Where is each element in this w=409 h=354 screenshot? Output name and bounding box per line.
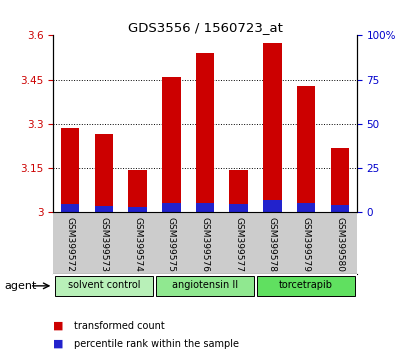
Bar	[256, 275, 354, 296]
Text: solvent control: solvent control	[67, 280, 140, 290]
Bar	[162, 203, 180, 212]
Text: GSM399580: GSM399580	[335, 217, 344, 272]
Bar	[128, 206, 146, 212]
Bar	[263, 200, 281, 212]
Text: ■: ■	[53, 339, 64, 349]
Bar	[94, 206, 113, 212]
Bar	[229, 170, 247, 212]
Bar	[128, 170, 146, 212]
Text: percentile rank within the sample: percentile rank within the sample	[74, 339, 238, 349]
Bar	[330, 148, 348, 212]
Bar	[55, 275, 153, 296]
Text: torcetrapib: torcetrapib	[279, 280, 333, 290]
Bar	[296, 203, 315, 212]
Bar	[61, 129, 79, 212]
Bar	[263, 43, 281, 212]
Bar	[195, 203, 214, 212]
Text: GSM399579: GSM399579	[301, 217, 310, 272]
Bar	[229, 204, 247, 212]
Text: GSM399572: GSM399572	[65, 217, 74, 272]
Text: angiotensin II: angiotensin II	[171, 280, 238, 290]
Text: GSM399574: GSM399574	[133, 217, 142, 272]
Text: GSM399575: GSM399575	[166, 217, 175, 272]
Bar	[195, 53, 214, 212]
Bar	[156, 275, 253, 296]
Text: GSM399573: GSM399573	[99, 217, 108, 272]
Text: GSM399578: GSM399578	[267, 217, 276, 272]
Bar	[296, 86, 315, 212]
Text: ■: ■	[53, 321, 64, 331]
Title: GDS3556 / 1560723_at: GDS3556 / 1560723_at	[127, 21, 282, 34]
Text: transformed count: transformed count	[74, 321, 164, 331]
Bar	[94, 134, 113, 212]
Text: GSM399577: GSM399577	[234, 217, 243, 272]
Text: agent: agent	[4, 281, 36, 291]
Bar	[330, 205, 348, 212]
Bar	[61, 204, 79, 212]
Text: GSM399576: GSM399576	[200, 217, 209, 272]
Bar	[162, 77, 180, 212]
